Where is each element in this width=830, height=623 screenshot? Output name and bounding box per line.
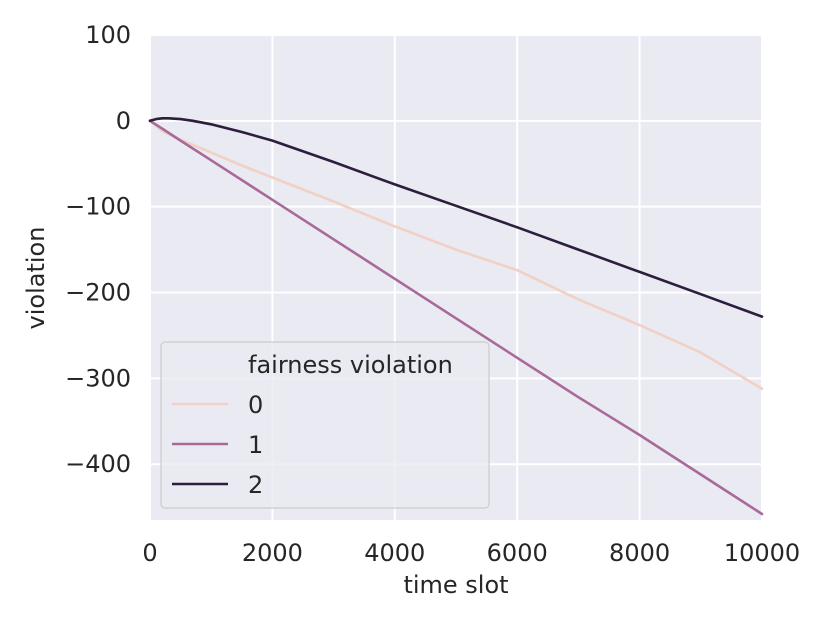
x-axis-label: time slot <box>403 571 508 599</box>
legend-label-2: 2 <box>248 471 263 499</box>
series-lines <box>148 117 764 516</box>
y-tick-labels: 100 0 −100 −200 −300 −400 <box>65 21 131 478</box>
series-line-2 <box>148 117 764 318</box>
legend: fairness violation 0 1 2 <box>160 341 490 509</box>
x-tick-label: 4000 <box>364 539 425 567</box>
y-tick-label: −100 <box>65 193 131 221</box>
x-tick-label: 6000 <box>487 539 548 567</box>
x-tick-label: 8000 <box>609 539 670 567</box>
y-tick-label: −400 <box>65 450 131 478</box>
legend-title: fairness violation <box>248 351 453 379</box>
legend-label-1: 1 <box>248 431 263 459</box>
series-line-1 <box>148 119 764 516</box>
legend-label-0: 0 <box>248 391 263 419</box>
legend-box <box>160 341 490 509</box>
y-tick-label: 100 <box>85 21 131 49</box>
x-tick-label: 2000 <box>242 539 303 567</box>
x-tick-labels: 0 2000 4000 6000 8000 10000 <box>142 539 800 567</box>
y-axis-label: violation <box>22 227 50 330</box>
y-tick-label: 0 <box>116 107 131 135</box>
x-tick-label: 10000 <box>724 539 800 567</box>
x-tick-label: 0 <box>142 539 157 567</box>
y-tick-label: −300 <box>65 364 131 392</box>
y-tick-label: −200 <box>65 279 131 307</box>
